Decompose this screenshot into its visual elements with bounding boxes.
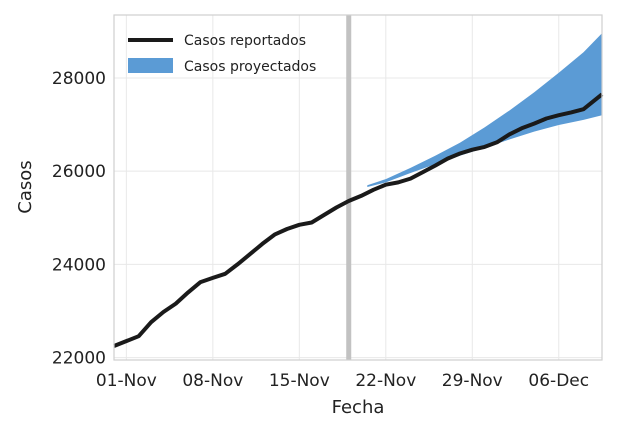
x-tick-label-4: 29-Nov (442, 371, 503, 391)
x-tick-label-2: 15-Nov (269, 371, 330, 391)
x-tick-label-3: 22-Nov (355, 371, 416, 391)
x-tick-label-5: 06-Dec (528, 371, 589, 391)
y-tick-labels: 22000 24000 26000 28000 (52, 69, 106, 369)
x-tick-label-0: 01-Nov (96, 371, 157, 391)
gridlines (114, 15, 602, 360)
legend-label-projected: Casos proyectados (184, 59, 316, 75)
projection-band (367, 33, 602, 188)
legend-label-reported: Casos reportados (184, 33, 306, 49)
y-tick-label-0: 22000 (52, 349, 106, 369)
y-tick-label-1: 24000 (52, 255, 106, 275)
reported-line-layer (113, 92, 604, 348)
reported-cases-line (113, 92, 604, 348)
legend: Casos reportados Casos proyectados (128, 33, 316, 75)
plot-frame (113, 14, 603, 361)
x-tick-label-1: 08-Nov (182, 371, 243, 391)
y-axis-title: Casos (15, 160, 36, 213)
y-tick-label-2: 26000 (52, 162, 106, 182)
y-tick-label-3: 28000 (52, 69, 106, 89)
legend-swatch-projected (128, 58, 173, 73)
x-tick-labels: 01-Nov 08-Nov 15-Nov 22-Nov 29-Nov 06-Dec (96, 371, 589, 391)
x-axis-title: Fecha (332, 397, 385, 418)
projection-band-layer (367, 33, 602, 188)
